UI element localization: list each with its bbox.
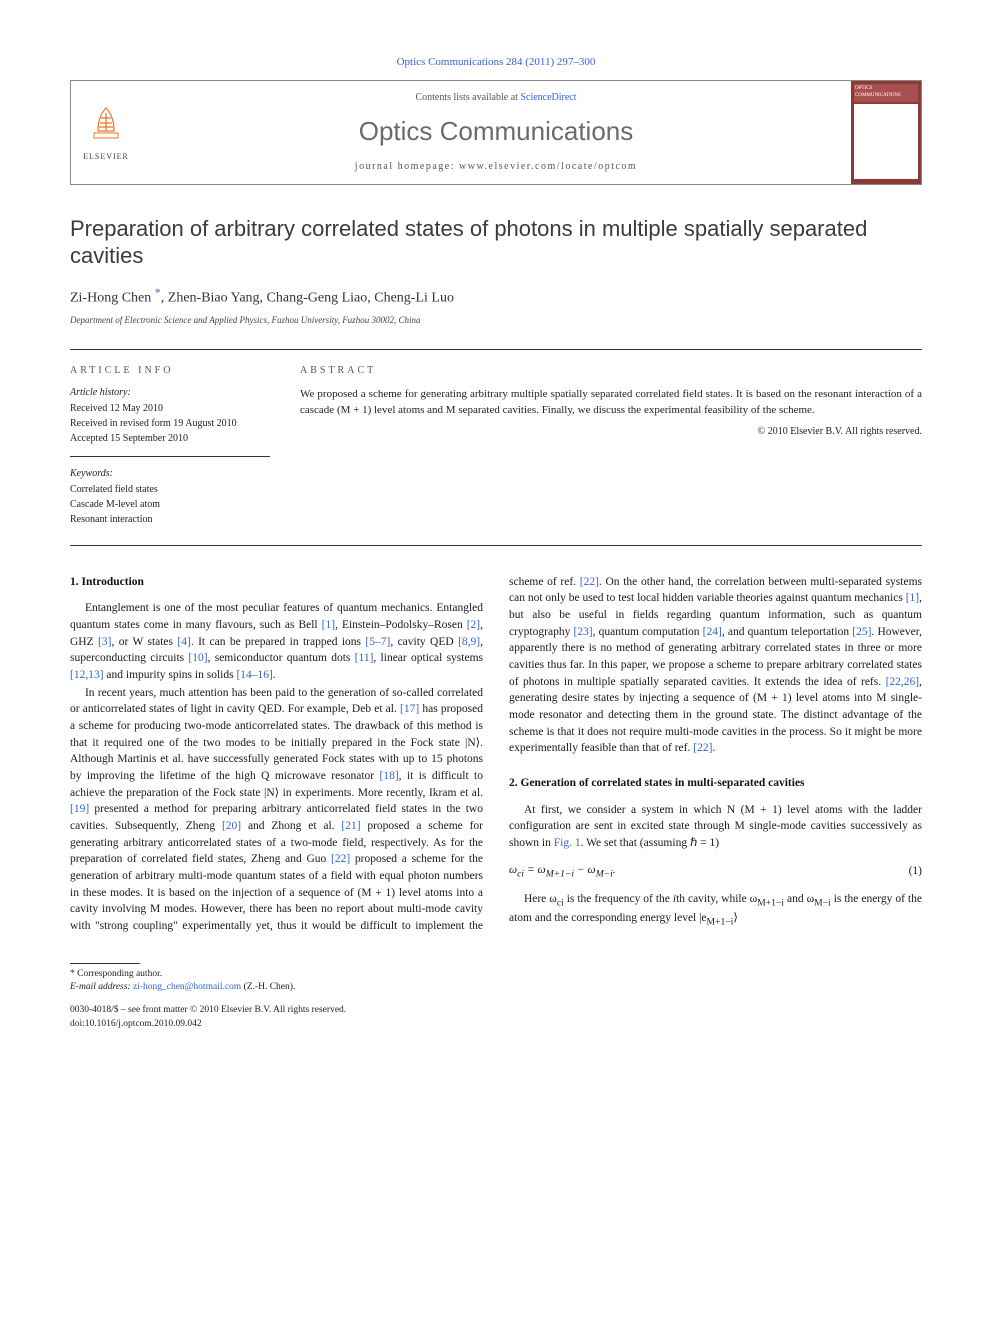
t: , cavity QED xyxy=(390,636,458,648)
cover-thumb-label: OPTICS COMMUNICATIONS xyxy=(854,84,918,102)
ref-17-link[interactable]: [17] xyxy=(400,703,419,715)
affiliation: Department of Electronic Science and App… xyxy=(70,314,922,327)
body-columns: 1. Introduction Entanglement is one of t… xyxy=(70,574,922,935)
cover-thumb-body xyxy=(854,104,918,178)
paragraph-1: Entanglement is one of the most peculiar… xyxy=(70,600,483,683)
paragraph-4: At first, we consider a system in which … xyxy=(509,802,922,852)
ref-11-link[interactable]: [11] xyxy=(355,652,374,664)
ref-5-7-link[interactable]: [5–7] xyxy=(365,636,390,648)
section-2-wrap: 2. Generation of correlated states in mu… xyxy=(509,775,922,929)
ref-22b-link[interactable]: [22] xyxy=(580,576,599,588)
ref-22-26-link[interactable]: [22,26] xyxy=(886,676,920,688)
t: , quantum computation xyxy=(593,626,703,638)
ref-1-link[interactable]: [1] xyxy=(322,619,335,631)
ref-1b-link[interactable]: [1] xyxy=(906,592,919,604)
ref-3-link[interactable]: [3] xyxy=(98,636,111,648)
fig-1-link[interactable]: Fig. 1 xyxy=(554,837,581,849)
abstract-copyright: © 2010 Elsevier B.V. All rights reserved… xyxy=(300,425,922,439)
t: Here ωci is the frequency of the ith cav… xyxy=(509,893,922,924)
sciencedirect-link[interactable]: ScienceDirect xyxy=(520,92,576,103)
front-matter-line: 0030-4018/$ – see front matter © 2010 El… xyxy=(70,1004,922,1017)
t: , and quantum teleportation xyxy=(722,626,852,638)
keyword-2: Cascade M-level atom xyxy=(70,497,270,512)
ref-20-link[interactable]: [20] xyxy=(222,820,241,832)
keyword-1: Correlated field states xyxy=(70,482,270,497)
ref-18-link[interactable]: [18] xyxy=(380,770,399,782)
contents-prefix: Contents lists available at xyxy=(415,92,520,103)
t: and Zhong et al. xyxy=(241,820,341,832)
t: . It can be prepared in trapped ions xyxy=(191,636,366,648)
abstract-label: ABSTRACT xyxy=(300,364,922,378)
equation-1-number: (1) xyxy=(909,863,922,880)
journal-homepage: journal homepage: www.elsevier.com/locat… xyxy=(161,160,831,174)
email-link[interactable]: zi-hong_chen@hotmail.com xyxy=(133,982,241,992)
homepage-url: www.elsevier.com/locate/optcom xyxy=(459,161,637,172)
journal-reference: Optics Communications 284 (2011) 297–300 xyxy=(70,55,922,70)
history-heading: Article history: xyxy=(70,386,270,400)
article-history-block: Article history: Received 12 May 2010 Re… xyxy=(70,386,270,457)
page-footer: * Corresponding author. E-mail address: … xyxy=(70,963,922,1031)
t: and impurity spins in solids xyxy=(104,669,237,681)
paragraph-5: Here ωci is the frequency of the ith cav… xyxy=(509,891,922,929)
elsevier-tree-icon xyxy=(86,103,126,149)
article-title: Preparation of arbitrary correlated stat… xyxy=(70,215,922,270)
t: . We set that (assuming ℏ = 1) xyxy=(581,837,719,849)
authors-rest: , Zhen-Biao Yang, Chang-Geng Liao, Cheng… xyxy=(161,290,454,305)
corresponding-author-note: * Corresponding author. xyxy=(70,968,922,981)
history-received: Received 12 May 2010 xyxy=(70,401,270,416)
ref-4-link[interactable]: [4] xyxy=(177,636,190,648)
ref-2-link[interactable]: [2] xyxy=(467,619,480,631)
homepage-prefix: journal homepage: xyxy=(355,161,459,172)
footer-divider xyxy=(70,963,140,964)
history-revised: Received in revised form 19 August 2010 xyxy=(70,416,270,431)
t: , linear optical systems xyxy=(373,652,483,664)
author-list: Zi-Hong Chen *, Zhen-Biao Yang, Chang-Ge… xyxy=(70,284,922,308)
author-1: Zi-Hong Chen xyxy=(70,290,155,305)
ref-22-link[interactable]: [22] xyxy=(331,853,350,865)
keywords-block: Keywords: Correlated field states Cascad… xyxy=(70,467,270,527)
t: , or W states xyxy=(111,636,177,648)
elsevier-name: ELSEVIER xyxy=(83,151,129,162)
t: . xyxy=(712,742,715,754)
keywords-heading: Keywords: xyxy=(70,467,270,481)
email-label: E-mail address: xyxy=(70,982,133,992)
history-accepted: Accepted 15 September 2010 xyxy=(70,431,270,446)
equation-1: ωci = ωM+1−i − ωM−i. (1) xyxy=(509,862,922,881)
article-info-label: ARTICLE INFO xyxy=(70,364,270,378)
t: . xyxy=(273,669,276,681)
contents-available: Contents lists available at ScienceDirec… xyxy=(161,91,831,105)
journal-name: Optics Communications xyxy=(161,113,831,149)
elsevier-logo: ELSEVIER xyxy=(71,81,141,183)
journal-cover-thumbnail: OPTICS COMMUNICATIONS xyxy=(851,81,921,183)
ref-14-16-link[interactable]: [14–16] xyxy=(236,669,272,681)
t: , semiconductor quantum dots xyxy=(208,652,355,664)
journal-header-box: ELSEVIER Contents lists available at Sci… xyxy=(70,80,922,184)
section-2-heading: 2. Generation of correlated states in mu… xyxy=(509,775,922,792)
ref-24-link[interactable]: [24] xyxy=(703,626,722,638)
header-center: Contents lists available at ScienceDirec… xyxy=(141,81,851,183)
abstract-text: We proposed a scheme for generating arbi… xyxy=(300,386,922,419)
email-line: E-mail address: zi-hong_chen@hotmail.com… xyxy=(70,981,922,994)
section-1-heading: 1. Introduction xyxy=(70,574,483,591)
email-suffix: (Z.-H. Chen). xyxy=(241,982,295,992)
equation-1-body: ωci = ωM+1−i − ωM−i. xyxy=(509,862,616,881)
ref-12-13-link[interactable]: [12,13] xyxy=(70,669,104,681)
ref-10-link[interactable]: [10] xyxy=(188,652,207,664)
ref-25-link[interactable]: [25] xyxy=(852,626,871,638)
ref-23-link[interactable]: [23] xyxy=(573,626,592,638)
ref-21-link[interactable]: [21] xyxy=(341,820,360,832)
doi-line: doi:10.1016/j.optcom.2010.09.042 xyxy=(70,1018,922,1031)
t: , Einstein–Podolsky–Rosen xyxy=(335,619,467,631)
ref-19-link[interactable]: [19] xyxy=(70,803,89,815)
ref-8-9-link[interactable]: [8,9] xyxy=(458,636,480,648)
keyword-3: Resonant interaction xyxy=(70,512,270,527)
info-abstract-row: ARTICLE INFO Article history: Received 1… xyxy=(70,349,922,546)
article-info-column: ARTICLE INFO Article history: Received 1… xyxy=(70,350,270,545)
abstract-column: ABSTRACT We proposed a scheme for genera… xyxy=(300,350,922,545)
ref-22c-link[interactable]: [22] xyxy=(693,742,712,754)
